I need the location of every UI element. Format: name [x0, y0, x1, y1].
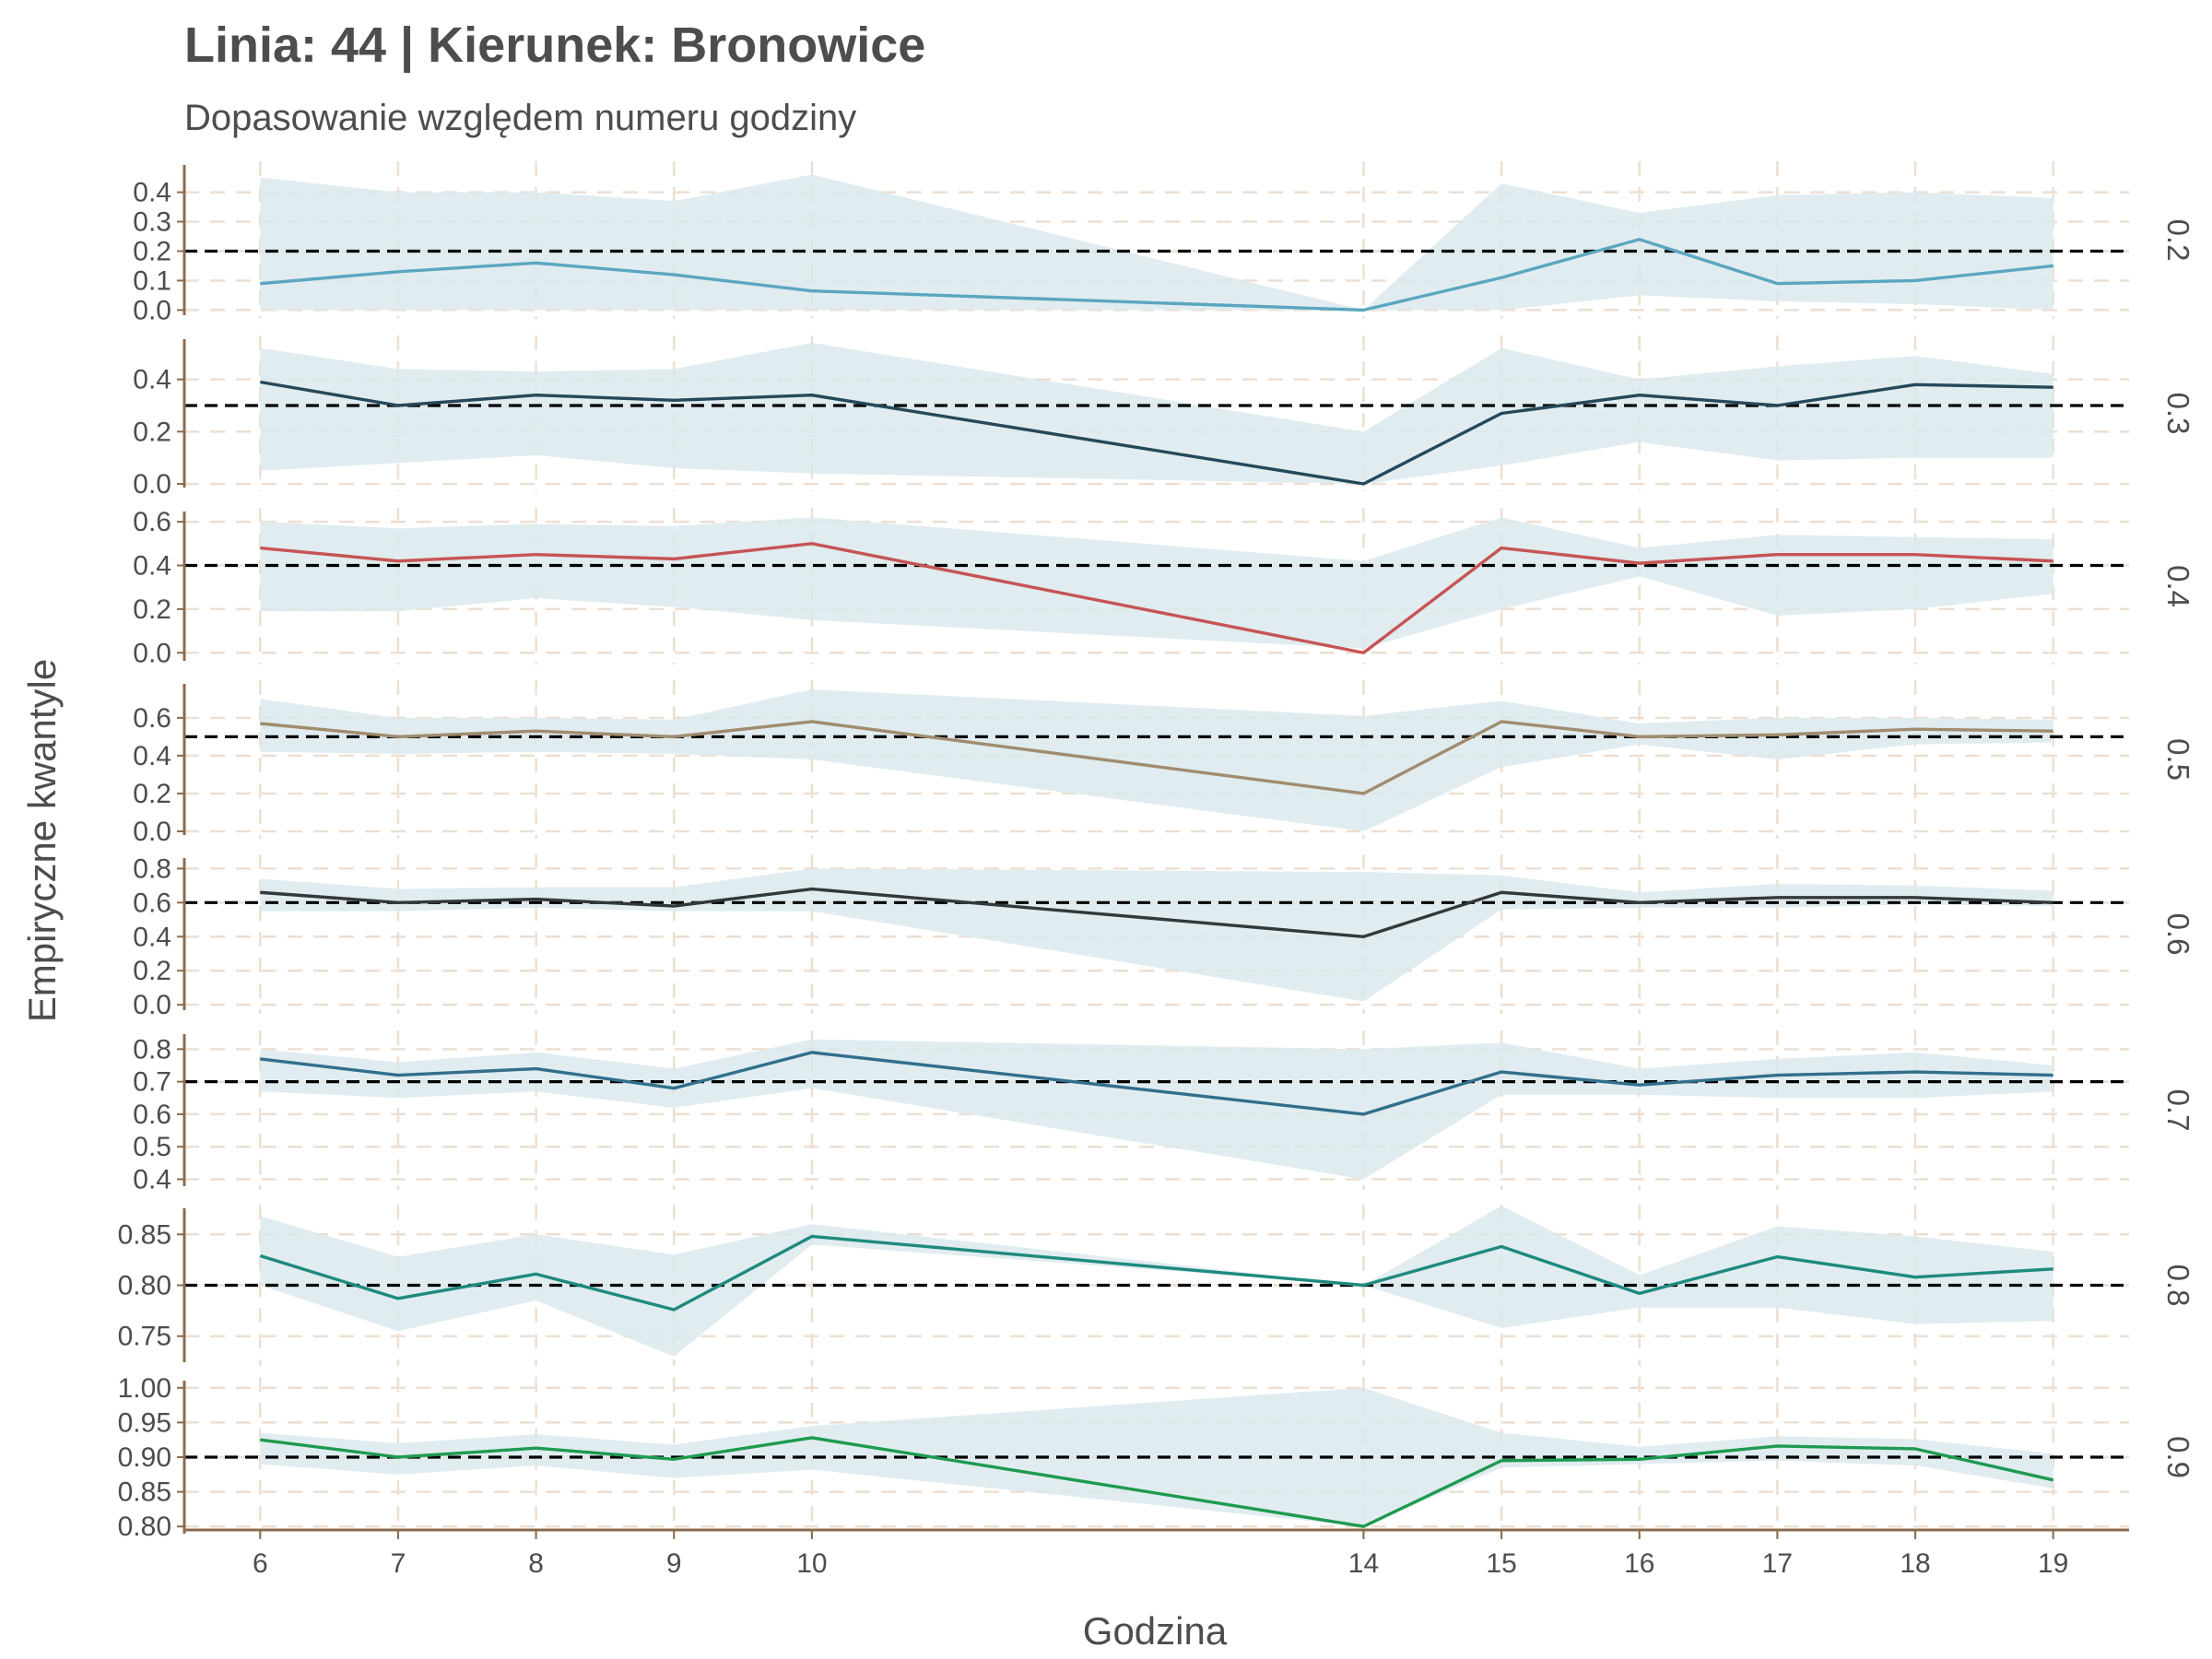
- x-tick-label: 17: [1762, 1548, 1793, 1579]
- y-tick-label: 0.80: [118, 1512, 171, 1542]
- y-tick-label: 0.4: [133, 1164, 171, 1194]
- panel-0.6: 0.0 0.2 0.4 0.6 0.8 0.6: [133, 853, 2195, 1020]
- confidence-band: [260, 1039, 2053, 1180]
- panel-0.4: 0.0 0.2 0.4 0.6 0.4: [133, 507, 2195, 668]
- y-tick-label: 0.6: [133, 703, 171, 734]
- x-tick-label: 14: [1348, 1548, 1379, 1579]
- series-line: [260, 238, 2053, 312]
- y-tick-label: 0.2: [133, 956, 171, 986]
- y-tick-label: 0.75: [118, 1322, 171, 1352]
- x-tick-label: 8: [528, 1548, 544, 1579]
- y-tick-label: 0.4: [133, 741, 171, 771]
- x-tick-label: 10: [796, 1548, 827, 1579]
- confidence-band: [260, 1206, 2053, 1357]
- strip-label: 0.3: [2161, 393, 2195, 435]
- x-tick-label: 19: [2038, 1548, 2068, 1579]
- y-tick-label: 0.0: [133, 638, 171, 668]
- y-tick-label: 0.1: [133, 265, 171, 296]
- y-tick-label: 0.4: [133, 550, 171, 581]
- x-tick-label: 18: [1900, 1548, 1930, 1579]
- panel-0.9: 0.80 0.85 0.90 0.951.00 0.9: [118, 1373, 2195, 1542]
- y-tick-label: 0.4: [133, 178, 171, 208]
- y-tick-label: 0.4: [133, 922, 171, 952]
- y-tick-label: 0.2: [133, 594, 171, 625]
- y-tick-label: 0.80: [118, 1271, 171, 1301]
- series-line: [260, 887, 2053, 938]
- y-tick-label: 0.6: [133, 507, 171, 537]
- y-tick-label: 0.0: [133, 817, 171, 847]
- y-tick-label: 0.8: [133, 1034, 171, 1065]
- strip-label: 0.5: [2161, 738, 2195, 781]
- strip-label: 0.4: [2161, 565, 2195, 607]
- x-axis-title: Godzina: [1083, 1609, 1228, 1653]
- x-tick-label: 16: [1624, 1548, 1654, 1579]
- panel-0.2: 0.00.10.20.30.40.2: [133, 161, 2195, 325]
- strip-label: 0.2: [2161, 219, 2195, 262]
- strip-label: 0.8: [2161, 1265, 2195, 1307]
- strip-label: 0.6: [2161, 913, 2195, 956]
- confidence-band: [260, 174, 2053, 311]
- series-line: [259, 1234, 2053, 1312]
- confidence-band: [260, 343, 2053, 484]
- chart-panels: 0.00.10.20.30.40.20.00.20.40.30.00.20.40…: [118, 161, 2195, 1542]
- confidence-band: [260, 868, 2053, 1002]
- y-tick-label: 0.6: [133, 1100, 171, 1130]
- y-tick-label: 0.90: [118, 1442, 171, 1473]
- y-tick-label: 0.2: [133, 417, 171, 447]
- y-tick-label: 0.2: [133, 236, 171, 266]
- panel-0.7: 0.40.50.60.70.80.7: [133, 1030, 2195, 1194]
- y-tick-label: 0.85: [118, 1219, 171, 1250]
- series-line: [260, 380, 2053, 486]
- series-line: [260, 720, 2053, 795]
- x-tick-label: 6: [253, 1548, 268, 1579]
- y-tick-label: 0.0: [133, 295, 171, 325]
- y-tick-label: 0.0: [133, 469, 171, 500]
- panel-0.8: 0.75 0.80 0.85 0.8: [118, 1205, 2195, 1366]
- series-line: [260, 542, 2053, 654]
- confidence-band: [260, 689, 2053, 831]
- x-axis: 6 7 8 9 10 14 15 16 17 18 19: [184, 1528, 2129, 1579]
- panel-0.3: 0.0 0.2 0.4 0.3: [133, 335, 2195, 500]
- y-tick-label: 0.8: [133, 853, 171, 884]
- x-tick-label: 15: [1486, 1548, 1516, 1579]
- series-line: [260, 1436, 2054, 1528]
- panel-0.5: 0.0 0.2 0.4 0.6 0.5: [133, 680, 2195, 847]
- confidence-band: [260, 1387, 2053, 1527]
- chart-subtitle: Dopasowanie względem numeru godziny: [184, 98, 857, 138]
- strip-label: 0.7: [2161, 1089, 2195, 1132]
- y-tick-label: 0.2: [133, 779, 171, 809]
- y-tick-label: 0.3: [133, 207, 171, 238]
- x-tick-label: 9: [666, 1548, 682, 1579]
- chart-title: Linia: 44 | Kierunek: Bronowice: [184, 18, 926, 73]
- strip-label: 0.9: [2161, 1436, 2195, 1478]
- x-tick-label: 7: [391, 1548, 406, 1579]
- confidence-band: [260, 517, 2053, 649]
- y-tick-label: 0.5: [133, 1132, 171, 1162]
- y-tick-label: 0.6: [133, 888, 171, 918]
- y-tick-label: 1.00: [118, 1373, 171, 1404]
- series-line: [260, 1051, 2053, 1116]
- y-tick-label: 0.85: [118, 1477, 171, 1508]
- y-axis-title: Empiryczne kwantyle: [20, 659, 64, 1022]
- y-tick-label: 0.0: [133, 990, 171, 1020]
- y-tick-label: 0.4: [133, 365, 171, 395]
- y-tick-label: 0.7: [133, 1067, 171, 1098]
- y-tick-label: 0.95: [118, 1407, 171, 1438]
